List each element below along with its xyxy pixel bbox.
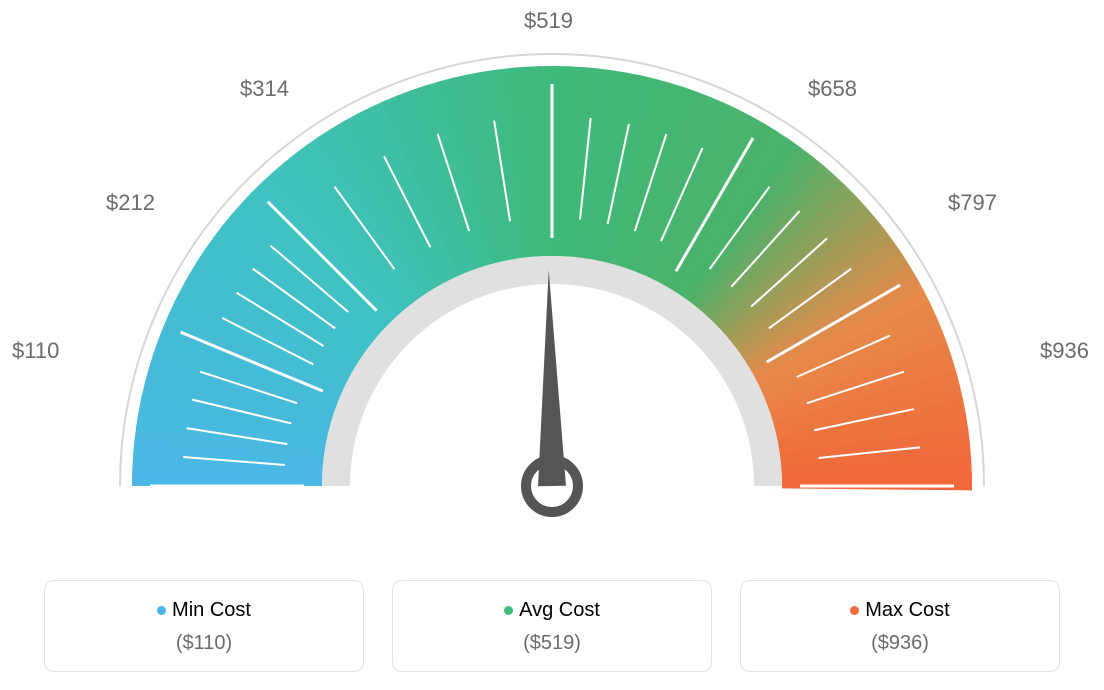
gauge-tick-label: $212 bbox=[106, 190, 155, 216]
gauge-tick-label: $314 bbox=[240, 76, 289, 102]
legend-title-max: Max Cost bbox=[751, 599, 1049, 622]
legend-label: Min Cost bbox=[172, 599, 251, 621]
legend-label: Avg Cost bbox=[519, 599, 600, 621]
legend-value-avg: ($519) bbox=[403, 632, 701, 655]
legend-card-avg: Avg Cost ($519) bbox=[392, 580, 712, 672]
legend-title-avg: Avg Cost bbox=[403, 599, 701, 622]
legend-label: Max Cost bbox=[865, 599, 949, 621]
dot-icon bbox=[504, 606, 513, 615]
legend-value-max: ($936) bbox=[751, 632, 1049, 655]
gauge-tick-label: $110 bbox=[12, 338, 59, 364]
dot-icon bbox=[850, 606, 859, 615]
legend-card-min: Min Cost ($110) bbox=[44, 580, 364, 672]
gauge-tick-label: $936 bbox=[1040, 338, 1089, 364]
gauge-svg bbox=[0, 0, 1104, 560]
gauge-tick-label: $519 bbox=[524, 8, 573, 34]
legend-card-max: Max Cost ($936) bbox=[740, 580, 1060, 672]
legend-title-min: Min Cost bbox=[55, 599, 353, 622]
gauge-tick-label: $658 bbox=[808, 76, 857, 102]
legend-row: Min Cost ($110) Avg Cost ($519) Max Cost… bbox=[0, 580, 1104, 672]
gauge-tick-label: $797 bbox=[948, 190, 997, 216]
dot-icon bbox=[157, 606, 166, 615]
gauge-chart: $110 $212 $314 $519 $658 $797 $936 bbox=[0, 0, 1104, 560]
legend-value-min: ($110) bbox=[55, 632, 353, 655]
